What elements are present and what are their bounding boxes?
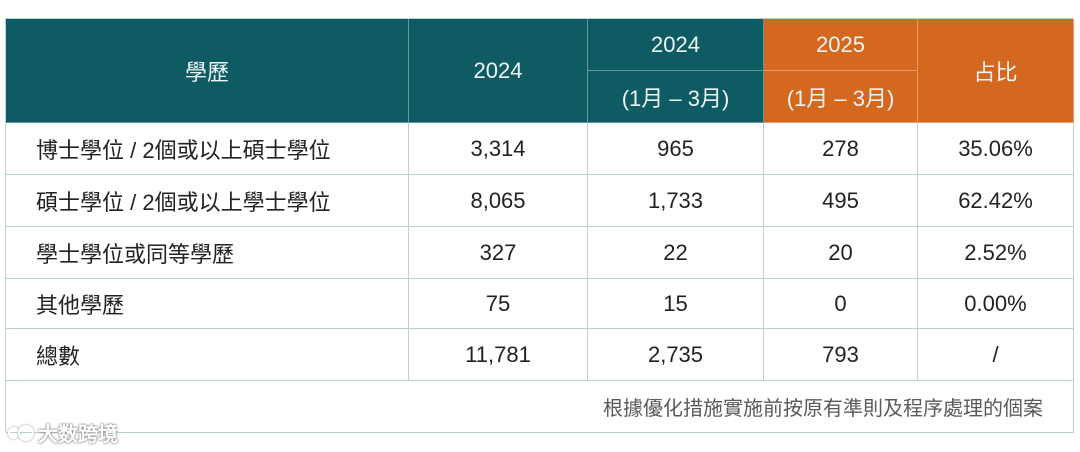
education-statistics-table: 學歷 2024 2024 2025 占比 (1月 – 3月) (1月 – 3月)… — [5, 18, 1074, 433]
table-row-share: 2.52% — [918, 227, 1074, 279]
table-row-2025-q1: 0 — [764, 279, 918, 329]
header-2025-q1-year: 2025 — [764, 19, 918, 71]
table-row-2024-q1: 15 — [588, 279, 764, 329]
table-row-education: 學士學位或同等學歷 — [6, 227, 409, 279]
table-row-2024: 3,314 — [409, 123, 588, 175]
table-row-share: 62.42% — [918, 175, 1074, 227]
header-share: 占比 — [918, 19, 1074, 123]
table-row-education: 博士學位 / 2個或以上碩士學位 — [6, 123, 409, 175]
header-2024-q1-year: 2024 — [588, 19, 764, 71]
header-2024-q1-period: (1月 – 3月) — [588, 71, 764, 123]
table-row-share: 35.06% — [918, 123, 1074, 175]
table-row-2024-q1: 965 — [588, 123, 764, 175]
table-row-2025-q1: 495 — [764, 175, 918, 227]
table-row-total-share: / — [918, 329, 1074, 381]
table-footnote: 根據優化措施實施前按原有準則及程序處理的個案 — [6, 381, 1074, 433]
table-row-education: 碩士學位 / 2個或以上學士學位 — [6, 175, 409, 227]
table-row-2024-q1: 22 — [588, 227, 764, 279]
table-row-share: 0.00% — [918, 279, 1074, 329]
table-row-2024: 75 — [409, 279, 588, 329]
header-2024: 2024 — [409, 19, 588, 123]
table-row-education: 其他學歷 — [6, 279, 409, 329]
table-row-total-2025-q1: 793 — [764, 329, 918, 381]
watermark-text: 大数跨境 — [38, 424, 118, 446]
table-row-total-label: 總數 — [6, 329, 409, 381]
table-row-2024: 8,065 — [409, 175, 588, 227]
table-row-2024: 327 — [409, 227, 588, 279]
table-row-2025-q1: 20 — [764, 227, 918, 279]
header-education: 學歷 — [6, 19, 409, 123]
header-2025-q1-period: (1月 – 3月) — [764, 71, 918, 123]
table-row-2024-q1: 1,733 — [588, 175, 764, 227]
watermark: 大数跨境 — [8, 418, 118, 447]
table-row-2025-q1: 278 — [764, 123, 918, 175]
table-row-total-2024-q1: 2,735 — [588, 329, 764, 381]
table-row-total-2024: 11,781 — [409, 329, 588, 381]
watermark-logo-icon — [8, 423, 34, 443]
